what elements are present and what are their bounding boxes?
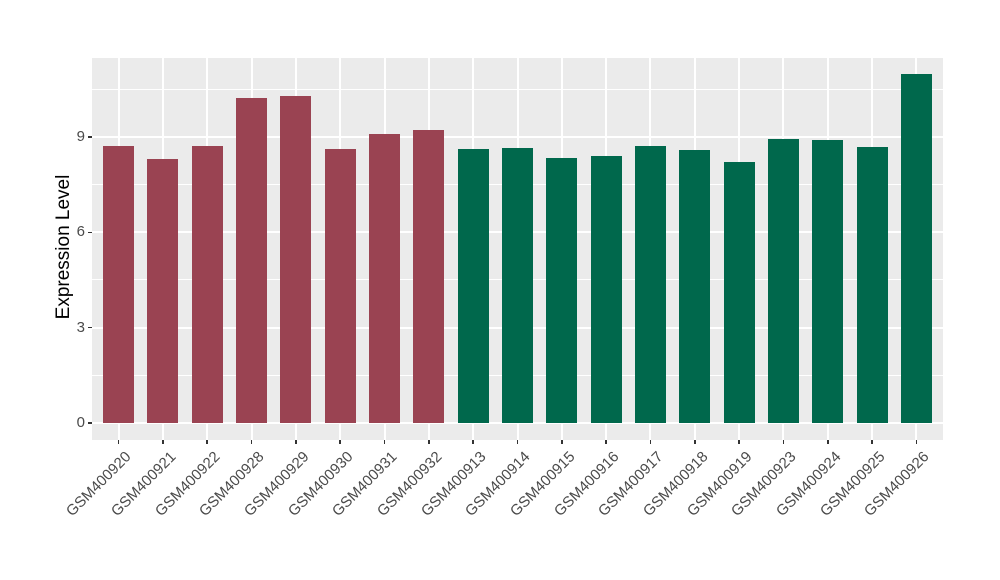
x-tick (782, 440, 785, 444)
x-tick (428, 440, 430, 444)
bar-GSM400932 (413, 129, 445, 423)
x-tick (915, 440, 918, 444)
bar-GSM400925 (856, 146, 888, 423)
bar-GSM400915 (546, 158, 578, 423)
bar-GSM400929 (280, 95, 312, 423)
bar-GSM400917 (634, 145, 666, 423)
bar-GSM400918 (679, 150, 711, 423)
bar-GSM400916 (590, 155, 622, 423)
y-tick (88, 422, 92, 424)
x-tick (694, 440, 696, 444)
x-tick (516, 440, 519, 444)
bar-GSM400930 (324, 149, 356, 423)
bar-GSM400920 (103, 145, 135, 423)
x-tick (250, 440, 253, 444)
y-tick-label: 0 (76, 413, 85, 431)
bar-GSM400926 (900, 74, 932, 423)
x-tick (561, 440, 563, 444)
y-tick-label: 6 (76, 223, 85, 241)
bar-GSM400914 (501, 148, 533, 423)
bar-GSM400921 (147, 159, 179, 423)
y-tick (88, 136, 92, 138)
y-tick-label: 9 (76, 128, 85, 146)
x-tick (827, 440, 829, 444)
x-tick (738, 440, 740, 444)
x-tick (649, 440, 652, 444)
y-tick (88, 326, 92, 329)
x-tick (206, 440, 208, 444)
bar-GSM400919 (723, 162, 755, 423)
x-tick (871, 440, 873, 444)
x-tick (472, 440, 474, 444)
x-tick (295, 440, 297, 444)
y-tick-label: 3 (76, 318, 85, 336)
x-tick (383, 440, 386, 444)
bar-GSM400922 (191, 145, 223, 423)
x-tick (339, 440, 341, 444)
y-axis-title: Expression Level (53, 174, 74, 320)
bar-GSM400913 (457, 149, 489, 423)
bar-GSM400924 (812, 139, 844, 423)
bar-GSM400931 (369, 133, 401, 423)
y-tick (88, 231, 92, 234)
bar-GSM400923 (767, 138, 799, 423)
x-tick (605, 440, 607, 444)
x-tick (117, 440, 120, 444)
x-tick (162, 440, 164, 444)
bar-GSM400928 (236, 97, 268, 423)
